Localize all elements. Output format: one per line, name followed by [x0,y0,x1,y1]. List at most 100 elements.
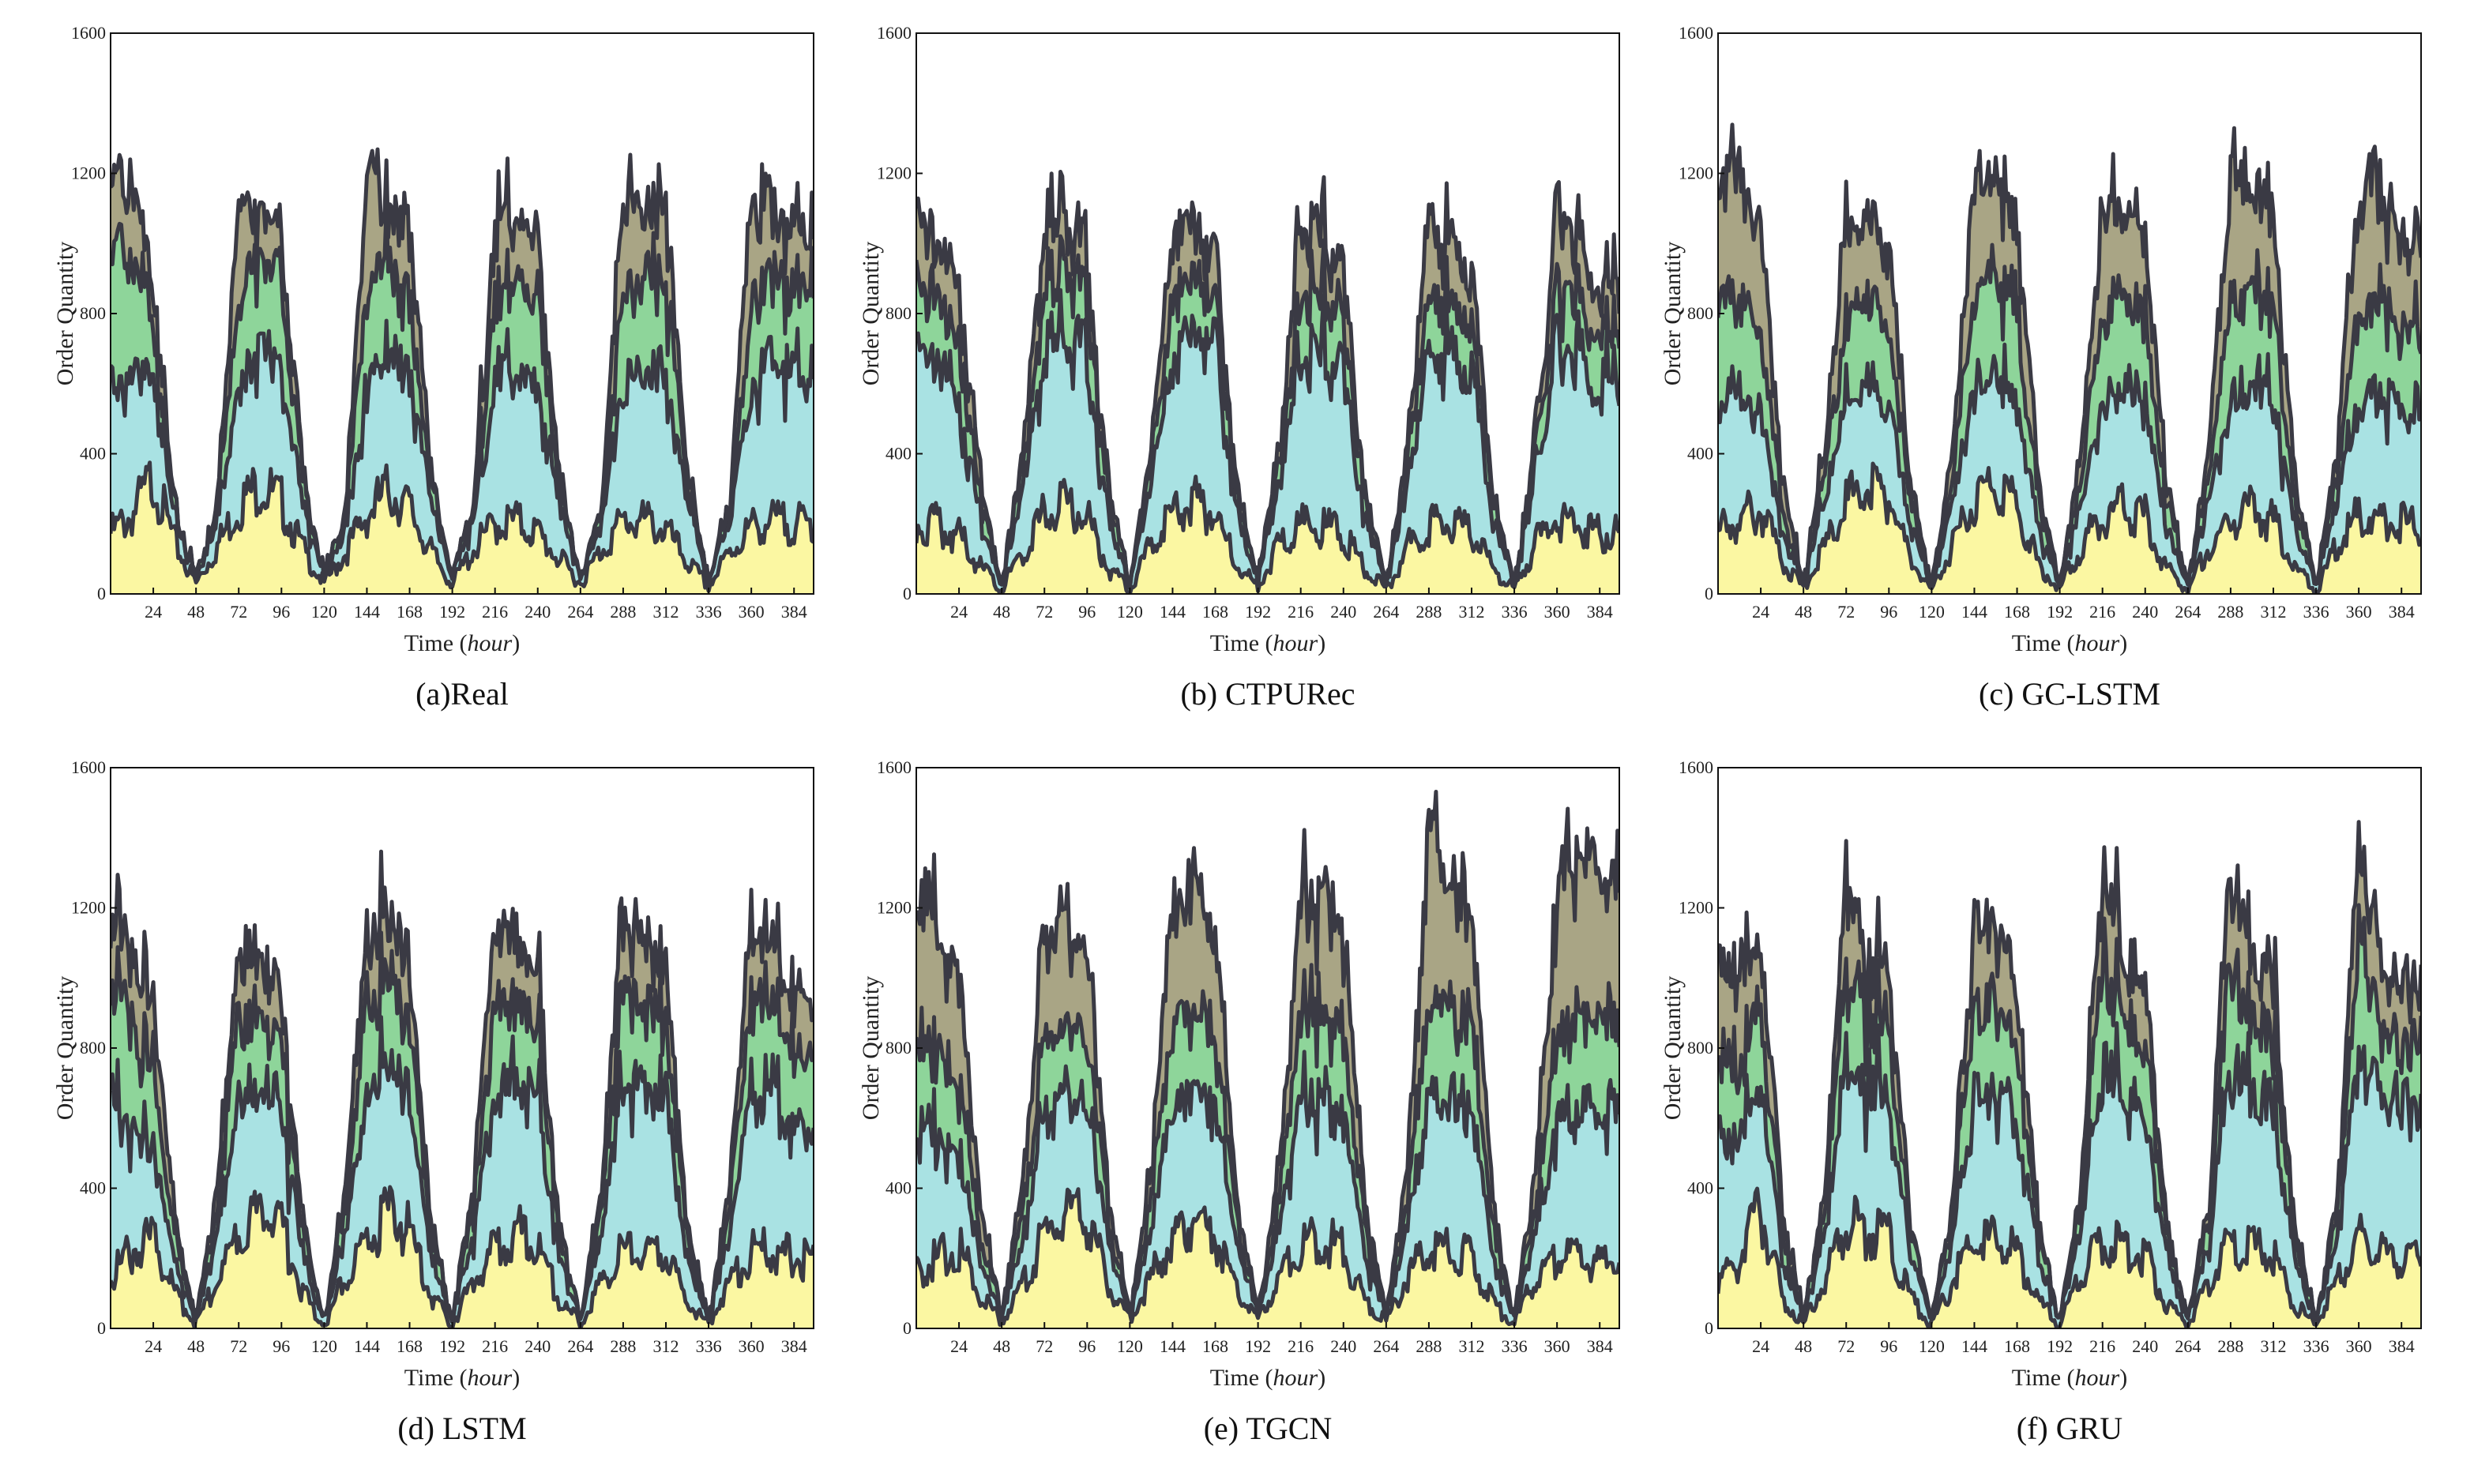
y-axis-title: Order Quantity [858,242,884,385]
area-layers [916,170,1619,594]
y-tick-label: 800 [1687,1038,1713,1058]
y-tick-label: 1600 [1679,757,1713,777]
x-tick-label: 384 [781,1336,807,1356]
x-tick-label: 360 [739,1336,765,1356]
x-tick-label: 216 [1288,602,1314,622]
x-tick-label: 96 [273,602,290,622]
area-layers [111,849,814,1328]
x-tick-label: 360 [1544,1336,1570,1356]
x-tick-label: 120 [1117,602,1143,622]
y-tick-label: 1600 [877,757,912,777]
y-axis-title: Order Quantity [1660,976,1686,1120]
x-tick-label: 264 [2175,1336,2201,1356]
x-tick-label: 192 [2047,1336,2073,1356]
chart-panel-3: 0 400 800 1200 1600 24 48 72 96 120 144 168 192 216 24… [1655,16,2445,742]
x-tick-label: 384 [1587,1336,1613,1356]
edge-layer-3 [1718,242,2421,587]
x-tick-label: 288 [1416,602,1442,622]
chart-panel-5: 0 400 800 1200 1600 24 48 72 96 120 144 168 192 216 24… [853,750,1643,1477]
edge-layer-4 [916,170,1619,591]
x-tick-label: 24 [1752,602,1769,622]
y-tick-label: 400 [885,444,912,464]
y-tick-label: 800 [80,1038,106,1058]
x-tick-label: 72 [230,1336,247,1356]
x-tick-label: 216 [482,602,508,622]
x-tick-label: 336 [2303,1336,2329,1356]
x-tick-label: 384 [2389,602,2415,622]
x-tick-label: 312 [652,1336,679,1356]
x-tick-label: 144 [1961,602,1987,622]
x-tick-label: 336 [1502,602,1528,622]
y-tick-label: 0 [1705,1318,1713,1338]
panel-caption: (b) CTPURec [1180,676,1355,712]
x-tick-label: 48 [1795,602,1812,622]
y-tick-label: 0 [903,584,912,603]
x-tick-label: 192 [439,1336,465,1356]
x-tick-label: 192 [439,602,465,622]
chart-svg: 0 400 800 1200 1600 24 48 72 96 120 144 168 192 216 24… [1660,23,2422,712]
x-tick-label: 288 [610,1336,636,1356]
x-axis-title-suffix: ) [512,630,520,656]
y-tick-label: 800 [885,303,912,323]
x-tick-label: 72 [1837,602,1855,622]
x-axis-title: Time (hour) [404,1365,520,1391]
x-tick-label: 144 [1961,1336,1987,1356]
x-tick-label: 120 [311,1336,337,1356]
x-tick-label: 168 [2004,602,2030,622]
x-tick-label: 96 [1078,602,1096,622]
x-tick-label: 240 [1330,602,1356,622]
x-tick-label: 144 [354,602,380,622]
x-tick-label: 72 [1036,1336,1053,1356]
x-tick-label: 240 [1330,1336,1356,1356]
x-tick-label: 288 [2217,1336,2243,1356]
edge-layer-1 [1718,1186,2421,1328]
y-tick-label: 400 [80,1178,106,1198]
x-tick-label: 48 [187,1336,205,1356]
panel-caption: (c) GC-LSTM [1979,676,2160,712]
y-tick-label: 0 [1705,584,1713,603]
x-tick-label: 168 [397,1336,423,1356]
y-tick-label: 0 [903,1318,912,1338]
x-tick-label: 360 [1544,602,1570,622]
x-axis-title: Time (hour) [404,630,520,656]
edge-layer-1 [111,1185,814,1328]
x-axis-title-suffix: ) [1318,1365,1325,1391]
y-tick-label: 1200 [1679,898,1713,918]
area-layers [1718,122,2421,594]
y-tick-label: 1600 [71,23,106,43]
x-tick-label: 120 [1117,1336,1143,1356]
x-axis-title-unit: hour [2075,1365,2120,1391]
edge-layer-2 [1718,1021,2421,1324]
x-tick-label: 264 [567,1336,593,1356]
x-tick-label: 336 [696,1336,722,1356]
x-axis-title-prefix: Time ( [2012,630,2075,656]
chart-panel-1: 0 400 800 1200 1600 24 48 72 96 120 144 168 192 216 24… [47,16,837,742]
x-axis-title-suffix: ) [512,1365,520,1391]
edge-layer-4 [111,147,814,588]
x-tick-label: 312 [1458,1336,1484,1356]
area-layers [916,790,1619,1328]
y-axis-title: Order Quantity [1660,242,1686,385]
edge-layer-4 [111,849,814,1324]
y-tick-label: 1200 [1679,163,1713,183]
edge-layer-3 [916,234,1619,591]
panel-caption: (a)Real [415,676,509,712]
x-tick-label: 72 [1036,602,1053,622]
y-axis-title: Order Quantity [52,242,78,385]
x-tick-label: 288 [610,602,636,622]
x-axis-title-prefix: Time ( [1210,1365,1273,1391]
chart-panel-6: 0 400 800 1200 1600 24 48 72 96 120 144 168 192 216 24… [1655,750,2445,1477]
y-tick-label: 400 [1687,1178,1713,1198]
x-axis-title-suffix: ) [2119,1365,2127,1391]
x-tick-label: 72 [230,602,247,622]
y-tick-label: 0 [97,1318,106,1338]
area-layer-1 [916,476,1619,594]
x-tick-label: 96 [273,1336,290,1356]
x-tick-label: 72 [1837,1336,1855,1356]
area-layer-1 [111,462,814,594]
x-tick-label: 288 [2217,602,2243,622]
chart-svg: 0 400 800 1200 1600 24 48 72 96 120 144 168 192 216 24… [1660,757,2422,1446]
x-tick-label: 336 [2303,602,2329,622]
edge-layer-1 [1718,461,2421,594]
y-tick-label: 1200 [71,163,106,183]
